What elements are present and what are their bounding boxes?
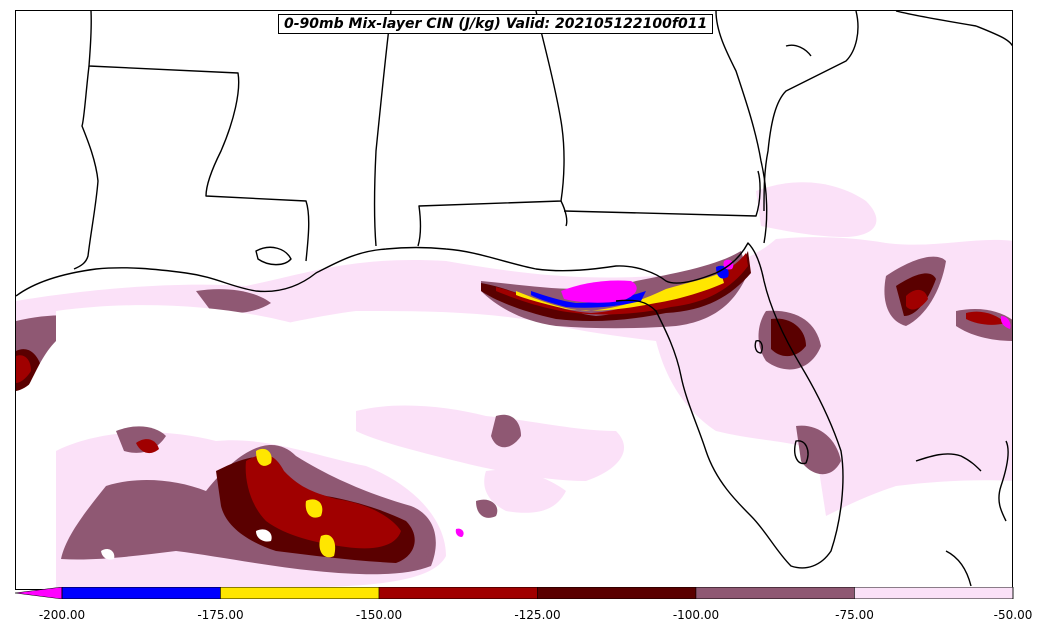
map-panel: [15, 10, 1013, 590]
cin-fill-red: [16, 253, 1006, 549]
colorbar: [15, 587, 1014, 599]
colorbar-tick-label: -75.00: [835, 608, 874, 622]
colorbar-bins: [61, 587, 1014, 599]
colorbar-tick-label: -50.00: [993, 608, 1033, 622]
colorbar-bin-5: [854, 587, 1014, 599]
colorbar-tick-label: -200.00: [38, 608, 86, 622]
colorbar-bin-4: [695, 587, 855, 599]
cin-fill-blue: [531, 265, 729, 308]
colorbar-tick-label: -125.00: [514, 608, 561, 622]
colorbar-tick-label: -100.00: [672, 608, 720, 622]
cin-map: [16, 11, 1012, 587]
colorbar-extension-min: [15, 587, 63, 599]
cin-fill-clear: [16, 305, 680, 560]
colorbar-bin-1: [220, 587, 380, 599]
colorbar-tick-label: -150.00: [355, 608, 403, 622]
coastlines-and-borders: [16, 11, 1012, 587]
cin-fill-yellow: [256, 273, 724, 558]
colorbar-tick-label: -175.00: [197, 608, 244, 622]
colorbar-bin-0: [61, 587, 221, 599]
colorbar-bin-2: [378, 587, 538, 599]
map-title: 0-90mb Mix-layer CIN (J/kg) Valid: 20210…: [278, 14, 714, 34]
colorbar-bin-3: [537, 587, 697, 599]
